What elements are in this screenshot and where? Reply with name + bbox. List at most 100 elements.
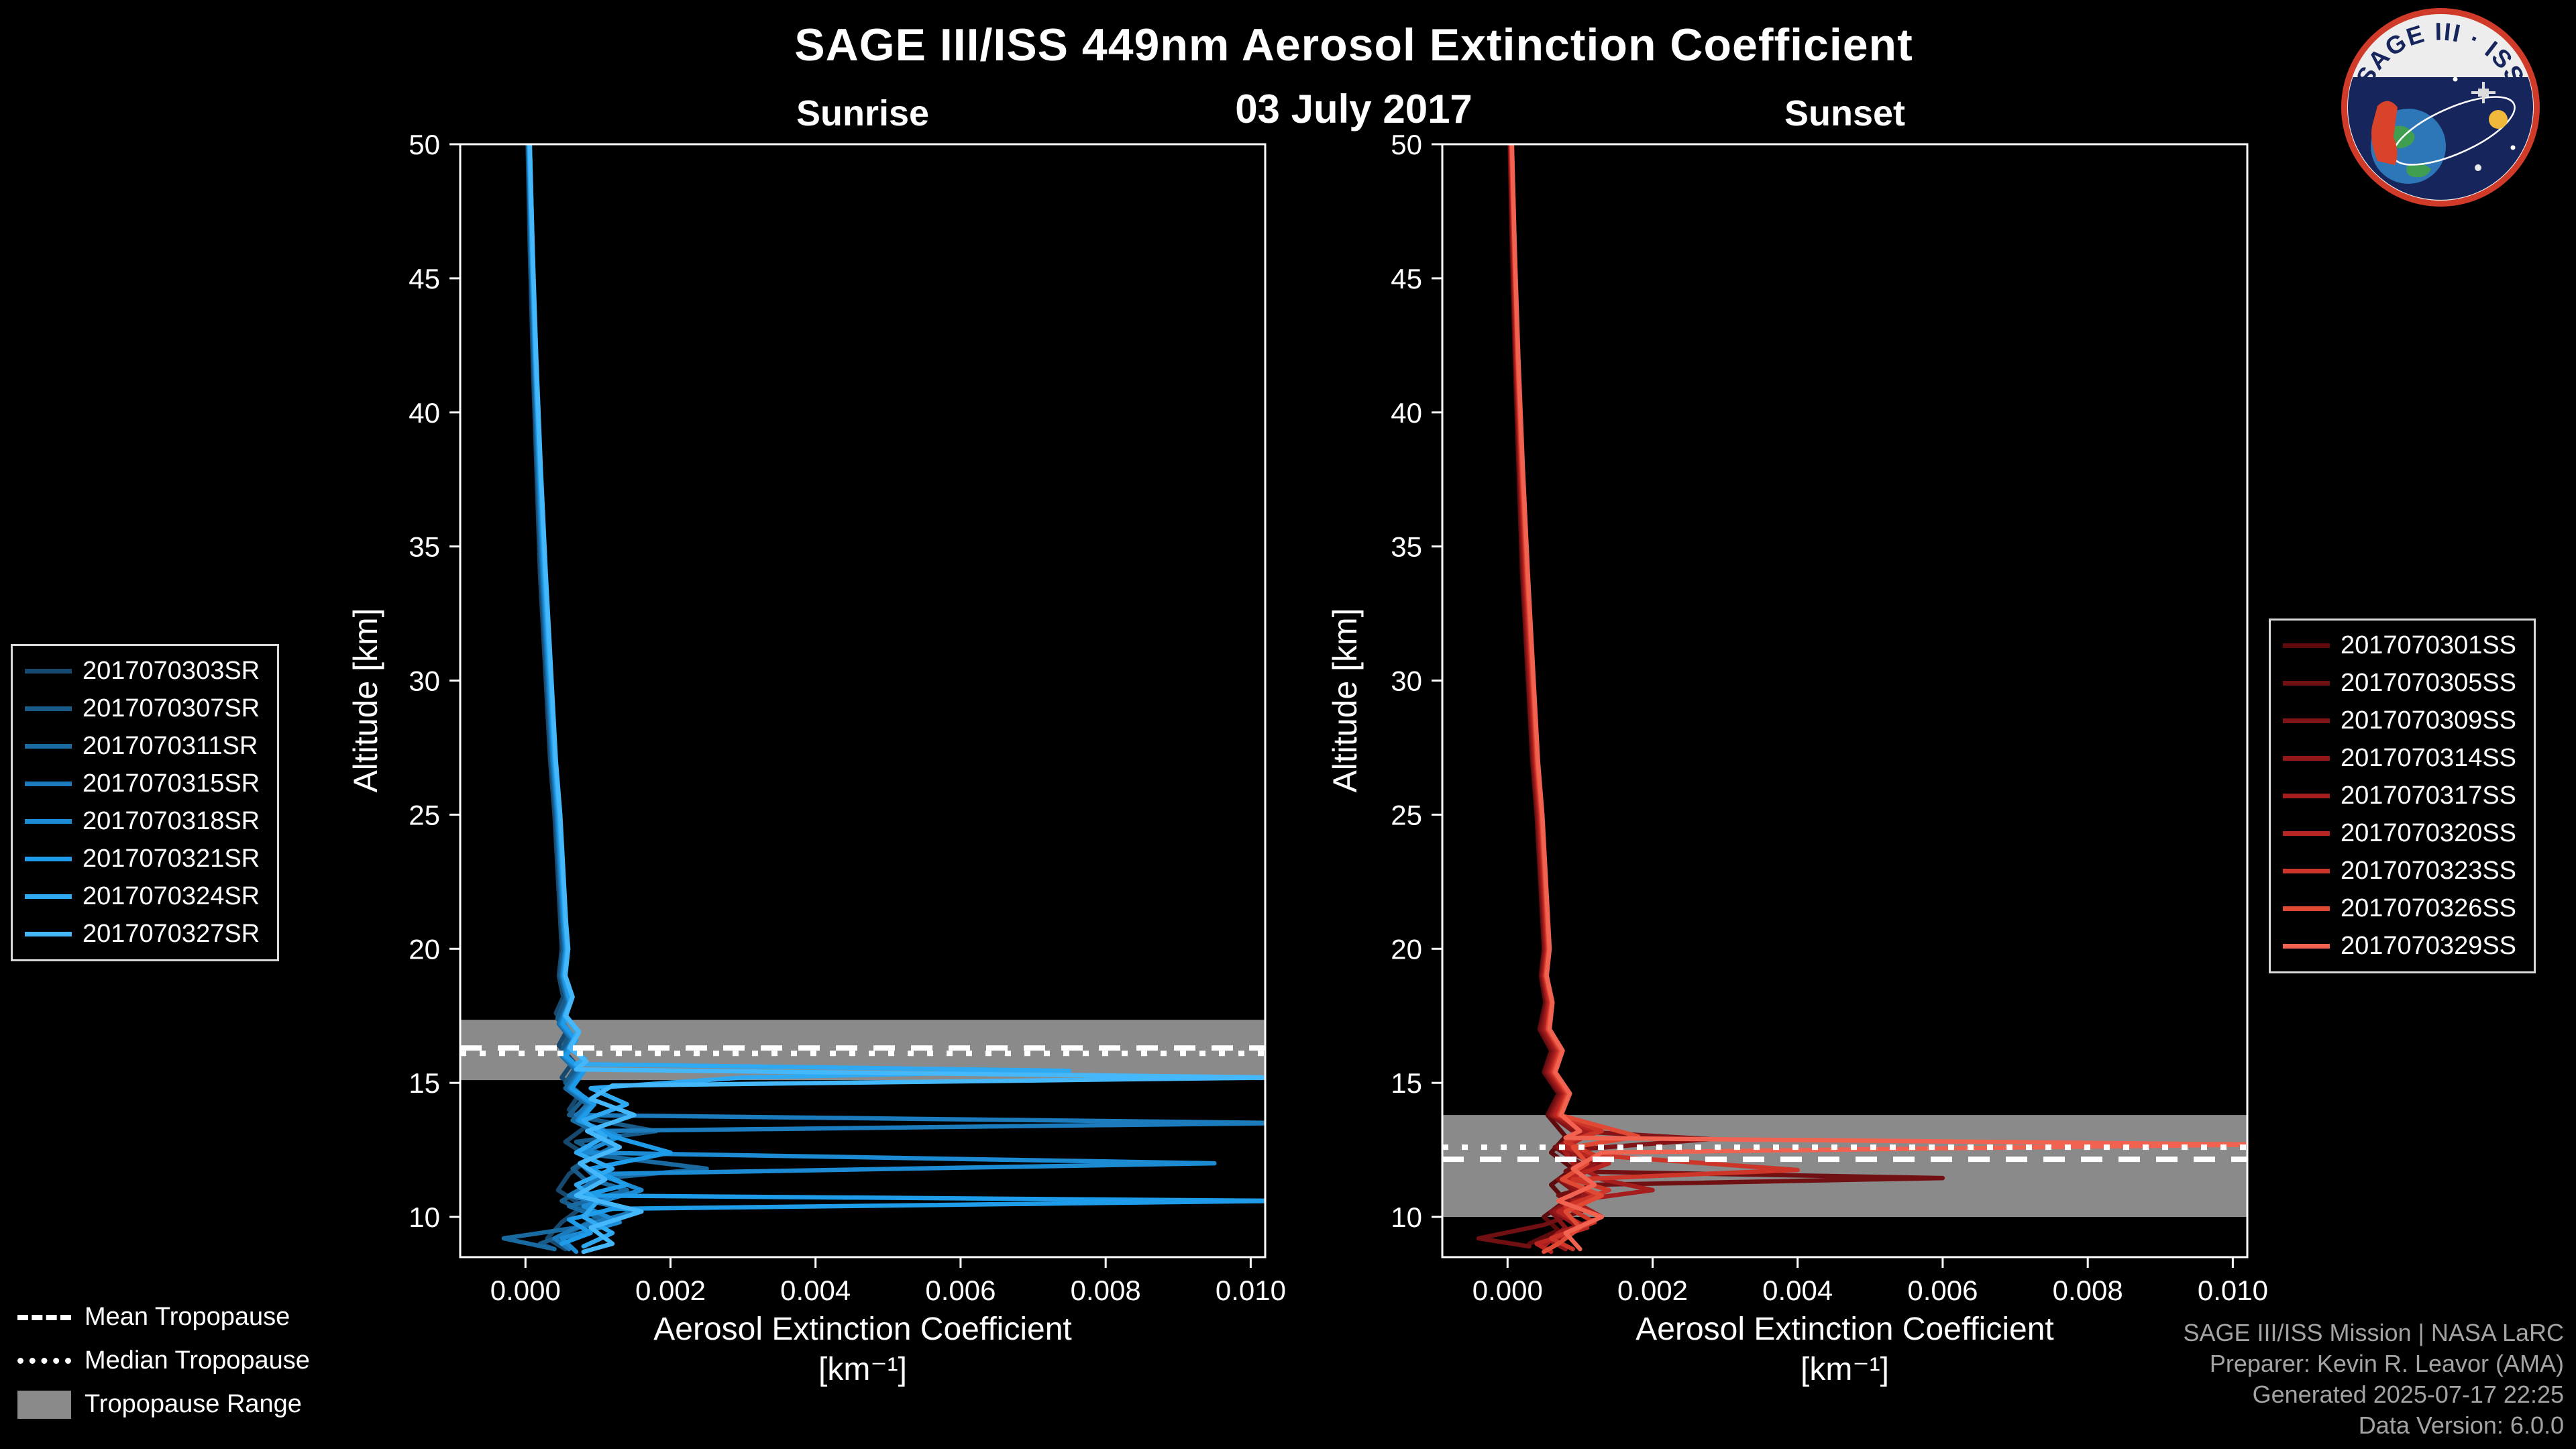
legend-item-median-tropopause: Median Tropopause — [17, 1346, 310, 1375]
gray-patch-swatch — [17, 1390, 71, 1419]
profile-2017070309SS — [1508, 144, 1713, 1246]
chart-subtitle: 03 July 2017 — [1235, 87, 1472, 131]
panel-sunset — [1442, 144, 2247, 1254]
legend-label: 2017070329SS — [2341, 932, 2517, 960]
x-tick-label: 0.008 — [2053, 1275, 2123, 1306]
x-tick-label: 0.010 — [1216, 1275, 1286, 1306]
logo-sun — [2489, 110, 2508, 129]
profile-2017070303SR — [525, 144, 593, 1252]
y-tick-label: 20 — [1391, 933, 1422, 965]
legend-item-tropopause-range: Tropopause Range — [17, 1390, 310, 1419]
logo-iss-satellite — [2471, 82, 2496, 103]
x-tick-label: 0.004 — [780, 1275, 851, 1306]
legend-swatch — [25, 819, 72, 824]
profile-2017070301SS — [1507, 144, 1575, 1246]
y-tick-label: 25 — [409, 799, 440, 830]
sunset-legend: 2017070301SS 2017070305SS 2017070309SS 2017… — [2269, 619, 2536, 973]
chart-title: SAGE III/ISS 449nm Aerosol Extinction Co… — [794, 19, 1913, 70]
legend-swatch — [25, 932, 72, 936]
legend-label: 2017070303SR — [83, 657, 260, 685]
legend-item: 2017070326SS — [2283, 894, 2516, 923]
legend-swatch — [2283, 756, 2330, 761]
legend-item: 2017070309SS — [2283, 706, 2516, 735]
legend-item: 2017070323SS — [2283, 857, 2516, 885]
legend-item: 2017070311SR — [25, 732, 260, 761]
legend-item: 2017070317SS — [2283, 782, 2516, 810]
legend-swatch — [2283, 944, 2330, 949]
xlabel-sunrise: Aerosol Extinction Coefficient [km⁻¹] — [653, 1309, 1071, 1390]
legend-swatch — [2283, 906, 2330, 911]
legend-swatch — [25, 782, 72, 786]
legend-label: 2017070318SR — [83, 807, 260, 835]
x-tick-label: 0.000 — [490, 1275, 561, 1306]
legend-item: 2017070320SS — [2283, 819, 2516, 848]
y-tick-label: 40 — [1391, 397, 1422, 429]
ylabel-sunrise: Altitude [km] — [347, 608, 384, 793]
legend-swatch — [2283, 869, 2330, 873]
legend-swatch — [2283, 718, 2330, 723]
profile-2017070327SR — [527, 144, 1265, 1254]
y-tick-label: 45 — [1391, 263, 1422, 294]
y-tick-label: 15 — [409, 1067, 440, 1099]
legend-item: 2017070315SR — [25, 769, 260, 798]
y-tick-label: 35 — [409, 531, 440, 563]
legend-swatch — [2283, 643, 2330, 648]
legend-item: 2017070329SS — [2283, 932, 2516, 961]
legend-item: 2017070307SR — [25, 694, 260, 723]
y-tick-label: 40 — [409, 397, 440, 429]
y-tick-label: 50 — [409, 129, 440, 160]
logo-star — [2510, 145, 2516, 150]
y-tick-label: 10 — [409, 1201, 440, 1233]
footer-preparer: Preparer: Kevin R. Leavor (AMA) — [2209, 1350, 2564, 1377]
legend-label: 2017070326SS — [2341, 894, 2517, 922]
x-tick-label: 0.002 — [1617, 1275, 1688, 1306]
x-tick-label: 0.010 — [2198, 1275, 2268, 1306]
dotted-line-swatch — [17, 1358, 71, 1364]
legend-label: 2017070323SS — [2341, 857, 2517, 885]
xlabel-sunset: Aerosol Extinction Coefficient [km⁻¹] — [1635, 1309, 2053, 1390]
legend-item: 2017070327SR — [25, 920, 260, 949]
legend-label: 2017070305SS — [2341, 669, 2517, 697]
legend-swatch — [25, 894, 72, 899]
legend-item: 2017070318SR — [25, 807, 260, 836]
x-tick-label: 0.006 — [925, 1275, 996, 1306]
legend-label: 2017070301SS — [2341, 631, 2517, 659]
legend-item: 2017070303SR — [25, 657, 260, 686]
y-tick-label: 20 — [409, 933, 440, 965]
y-tick-label: 50 — [1391, 129, 1422, 160]
axes-frame — [459, 143, 1267, 1258]
x-tick-label: 0.006 — [1907, 1275, 1978, 1306]
legend-swatch — [25, 744, 72, 749]
tropopause-legend: Mean Tropopause Median Tropopause Tropop… — [17, 1303, 310, 1419]
legend-label: 2017070324SR — [83, 882, 260, 910]
y-tick-label: 30 — [409, 665, 440, 697]
ylabel-sunset: Altitude [km] — [1326, 608, 1364, 793]
sage-iss-logo: SAGE III · ISS — [2341, 8, 2540, 207]
legend-item: 2017070314SS — [2283, 744, 2516, 773]
legend-item: 2017070321SR — [25, 845, 260, 873]
axes-frame — [1441, 143, 2249, 1258]
legend-item: 2017070301SS — [2283, 631, 2516, 660]
y-tick-label: 45 — [409, 263, 440, 294]
legend-swatch — [2283, 794, 2330, 798]
legend-item: 2017070305SS — [2283, 669, 2516, 698]
x-tick-label: 0.004 — [1762, 1275, 1833, 1306]
legend-label: 2017070311SR — [83, 732, 258, 760]
y-tick-label: 35 — [1391, 531, 1422, 563]
legend-label: Median Tropopause — [85, 1346, 310, 1375]
xlabel-line1: Aerosol Extinction Coefficient — [653, 1311, 1072, 1347]
legend-label: 2017070315SR — [83, 769, 260, 798]
footer-version: Data Version: 6.0.0 — [2358, 1411, 2564, 1439]
legend-label: Mean Tropopause — [85, 1303, 290, 1331]
y-tick-label: 10 — [1391, 1201, 1422, 1233]
legend-label: 2017070307SR — [83, 694, 260, 722]
logo-moon — [2475, 164, 2481, 171]
footer-credits: SAGE III/ISS Mission | NASA LaRC Prepare… — [2183, 1318, 2564, 1441]
logo-earth-land — [2406, 163, 2431, 178]
legend-label: Tropopause Range — [85, 1390, 302, 1418]
footer-mission: SAGE III/ISS Mission | NASA LaRC — [2183, 1319, 2564, 1346]
xlabel-units: [km⁻¹] — [1801, 1352, 1889, 1387]
panel-sunrise — [460, 144, 1265, 1254]
